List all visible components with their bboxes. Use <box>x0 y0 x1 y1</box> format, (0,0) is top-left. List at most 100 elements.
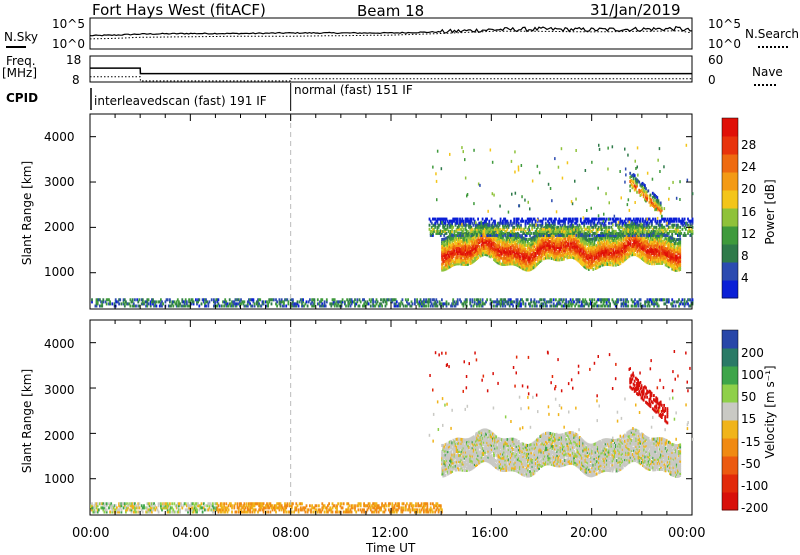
power-cell <box>167 298 169 301</box>
power-cell <box>403 305 405 308</box>
power-cell <box>534 298 536 301</box>
power-cell <box>502 232 504 235</box>
power-cell <box>219 305 221 308</box>
power-cell <box>485 226 487 229</box>
power-cell <box>606 218 608 221</box>
power-cell <box>317 298 319 301</box>
power-cell <box>617 298 619 301</box>
power-cell <box>437 300 439 303</box>
power-cell <box>632 305 634 308</box>
power-cell <box>520 302 522 305</box>
power-cell <box>575 234 577 237</box>
power-cell <box>685 228 687 231</box>
power-cell <box>478 226 480 229</box>
power-cell <box>580 218 582 221</box>
power-cell <box>218 298 220 301</box>
power-cell <box>169 298 171 301</box>
power-cell <box>674 224 676 227</box>
power-cell <box>368 302 370 305</box>
power-cell <box>579 298 581 301</box>
power-cell <box>578 232 580 235</box>
power-cell <box>674 300 676 303</box>
power-cell <box>201 302 203 305</box>
power-cell <box>504 234 506 237</box>
power-cell <box>263 300 265 303</box>
power-cell <box>679 237 681 240</box>
power-cell <box>551 305 553 308</box>
power-cell <box>535 220 537 223</box>
power-cell <box>132 298 134 301</box>
power-cell <box>193 300 195 303</box>
power-cell <box>555 218 557 221</box>
power-cell <box>525 302 527 305</box>
power-cell <box>139 298 141 301</box>
power-cell <box>359 305 361 308</box>
power-cell <box>148 298 150 301</box>
power-cell <box>522 220 524 223</box>
power-cell <box>592 268 594 271</box>
power-cell <box>608 222 610 225</box>
power-cell <box>572 218 574 221</box>
power-cell <box>334 298 336 301</box>
power-cell <box>652 234 654 237</box>
power-cell <box>477 256 479 259</box>
power-cell <box>372 298 374 301</box>
power-cell <box>221 305 223 308</box>
power-cell <box>388 298 390 301</box>
power-cell <box>466 298 468 301</box>
power-cell <box>657 298 659 301</box>
power-cell <box>345 305 347 308</box>
power-cell <box>669 226 671 229</box>
power-cell <box>478 245 480 248</box>
power-cell <box>253 298 255 301</box>
power-cell <box>553 298 555 301</box>
power-cell <box>493 305 495 308</box>
power-cell <box>407 298 409 301</box>
power-cell <box>596 218 598 221</box>
power-cell <box>591 298 593 301</box>
power-cell <box>459 234 461 237</box>
power-cell <box>517 298 519 301</box>
power-cell <box>148 302 150 305</box>
power-cell <box>680 232 682 235</box>
power-cell <box>663 298 665 301</box>
power-cell <box>546 305 548 308</box>
power-cell <box>142 298 144 301</box>
power-cell <box>469 298 471 301</box>
power-cell <box>314 298 316 301</box>
power-cell <box>530 298 532 301</box>
power-cell <box>452 226 454 229</box>
power-cell <box>617 218 619 221</box>
power-cell <box>244 300 246 303</box>
power-cell <box>205 305 207 308</box>
power-cell <box>510 220 512 223</box>
power-cell <box>324 300 326 303</box>
power-cell <box>551 218 553 221</box>
power-cell <box>412 302 414 305</box>
power-cell <box>555 298 557 301</box>
power-cell <box>488 228 490 231</box>
power-cell <box>380 298 382 301</box>
power-cell <box>156 305 158 308</box>
power-cell <box>580 234 582 237</box>
power-cell <box>106 302 108 305</box>
power-cell <box>634 253 636 256</box>
nsky-series-line <box>90 27 692 36</box>
power-cell <box>229 298 231 301</box>
power-cell <box>288 300 290 303</box>
power-cell <box>119 298 121 301</box>
power-cell <box>608 226 610 229</box>
power-cell <box>641 193 643 196</box>
power-cell <box>640 218 642 221</box>
power-cell <box>540 298 542 301</box>
power-cell <box>259 298 261 301</box>
power-cell <box>360 300 362 303</box>
power-cell <box>527 298 529 301</box>
power-cell <box>370 305 372 308</box>
power-cell <box>121 302 123 305</box>
power-cell <box>482 218 484 221</box>
power-cell <box>634 298 636 301</box>
power-cell <box>396 300 398 303</box>
power-cell <box>491 218 493 221</box>
